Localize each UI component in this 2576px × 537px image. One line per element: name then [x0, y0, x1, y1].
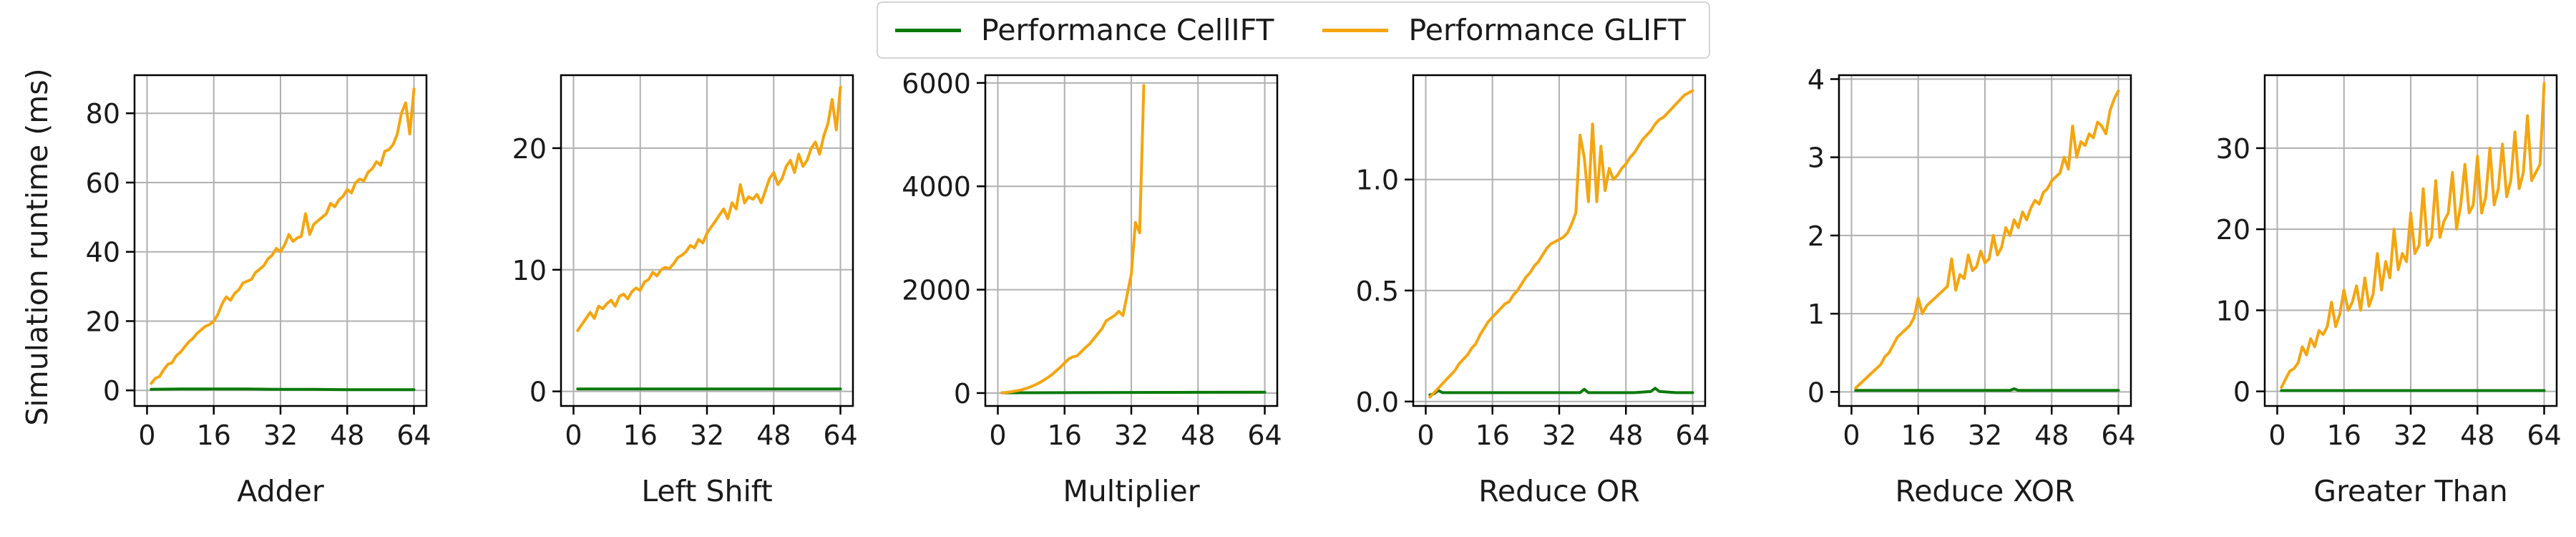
y-tick-label: 4000	[902, 171, 971, 203]
subplot-left-shift: 0 16 32 48 64 0 10 20 Left Shift	[512, 74, 858, 508]
y-tick-label: 1.0	[1356, 165, 1399, 196]
legend-entry-glift: Performance GLIFT	[1322, 13, 1686, 47]
legend-entry-cellift: Performance CellIFT	[895, 13, 1274, 47]
x-tick-label: 32	[263, 420, 298, 451]
y-tick-label: 0	[103, 375, 120, 407]
series-line-performance-glift	[2280, 82, 2546, 389]
x-tick-label: 0	[2268, 420, 2285, 451]
series-line-performance-glift	[576, 86, 842, 332]
legend-label-glift: Performance GLIFT	[1408, 13, 1686, 47]
y-tick-label: 20	[86, 306, 120, 337]
y-tick-label: 0	[1807, 377, 1825, 408]
y-tick-label: 0.0	[1356, 387, 1399, 418]
x-axis-label: Greater Than	[2313, 474, 2507, 508]
legend-swatch-cellift	[895, 28, 961, 32]
x-tick-label: 0	[565, 420, 582, 451]
x-tick-label: 16	[623, 420, 658, 451]
x-tick-label: 0	[989, 420, 1006, 451]
x-axis-label: Reduce XOR	[1896, 474, 2075, 508]
x-tick-label: 64	[2527, 420, 2561, 451]
x-tick-label: 64	[1247, 420, 1282, 451]
series-line-performance-glift	[1000, 84, 1146, 395]
subplot-reduce-xor: 0 16 32 48 64 0 1 2 3 4 Reduce XOR	[1807, 64, 2136, 508]
legend-label-cellift: Performance CellIFT	[981, 13, 1274, 47]
subplot-adder: 0 16 32 48 64 0 20 40 60 80 Adder	[86, 74, 431, 508]
y-tick-label: 10	[512, 255, 547, 286]
x-tick-label: 48	[1181, 420, 1215, 451]
y-tick-label: 10	[2216, 295, 2250, 326]
y-tick-label: 40	[86, 237, 120, 268]
y-tick-label: 0.5	[1356, 276, 1399, 307]
x-tick-label: 0	[138, 420, 155, 451]
x-tick-label: 48	[756, 420, 791, 451]
series-line-performance-glift	[1428, 89, 1694, 399]
legend-swatch-glift	[1322, 28, 1389, 32]
x-tick-label: 32	[1968, 420, 2002, 451]
shared-y-axis-label: Simulation runtime (ms)	[20, 68, 54, 425]
x-axis-label: Reduce OR	[1478, 474, 1639, 508]
y-tick-label: 80	[86, 98, 120, 130]
series-line-performance-cellift	[1000, 390, 1267, 395]
x-tick-label: 32	[1114, 420, 1148, 451]
x-tick-label: 16	[2327, 420, 2361, 451]
x-tick-label: 16	[197, 420, 231, 451]
y-tick-label: 2000	[902, 275, 971, 306]
x-tick-label: 64	[823, 420, 857, 451]
y-tick-label: 0	[530, 377, 547, 408]
series-line-performance-cellift	[1428, 387, 1694, 397]
series-line-performance-glift	[1854, 89, 2120, 390]
x-tick-label: 0	[1843, 420, 1860, 451]
x-tick-label: 48	[2460, 420, 2494, 451]
y-tick-label: 2	[1807, 221, 1825, 252]
x-tick-label: 0	[1417, 420, 1434, 451]
subplot-reduce-or: 0 16 32 48 64 0.0 0.5 1.0 Reduce OR	[1356, 74, 1710, 508]
series-line-performance-cellift	[1854, 387, 2120, 392]
subplot-greater-than: 0 16 32 48 64 0 10 20 30 Greater Than	[2216, 74, 2562, 508]
x-tick-label: 32	[2394, 420, 2428, 451]
y-tick-label: 20	[2216, 214, 2250, 246]
series-line-performance-cellift	[150, 387, 416, 392]
x-tick-label: 64	[1675, 420, 1709, 451]
y-tick-label: 0	[2233, 377, 2250, 408]
series-line-performance-glift	[150, 87, 416, 385]
subplot-multiplier: 0 16 32 48 64 0 2000 4000 6000 Multiplier	[902, 68, 1282, 508]
y-tick-label: 4	[1807, 64, 1825, 95]
x-tick-label: 32	[1542, 420, 1576, 451]
x-tick-label: 48	[330, 420, 364, 451]
legend: Performance CellIFT Performance GLIFT	[877, 1, 1710, 59]
y-tick-label: 6000	[902, 68, 971, 100]
y-tick-label: 0	[954, 378, 971, 410]
y-tick-label: 30	[2216, 133, 2250, 165]
y-tick-label: 20	[512, 133, 547, 165]
x-tick-label: 64	[2101, 420, 2135, 451]
x-tick-label: 16	[1048, 420, 1082, 451]
x-tick-label: 16	[1901, 420, 1936, 451]
y-tick-label: 3	[1807, 142, 1825, 174]
x-tick-label: 48	[1609, 420, 1643, 451]
x-axis-label: Left Shift	[641, 474, 772, 508]
x-axis-label: Adder	[237, 474, 324, 508]
y-tick-label: 60	[86, 168, 120, 199]
y-tick-label: 1	[1807, 299, 1825, 330]
x-tick-label: 64	[396, 420, 431, 451]
x-tick-label: 16	[1475, 420, 1510, 451]
x-axis-label: Multiplier	[1063, 474, 1199, 508]
x-tick-label: 32	[690, 420, 724, 451]
x-tick-label: 48	[2034, 420, 2069, 451]
